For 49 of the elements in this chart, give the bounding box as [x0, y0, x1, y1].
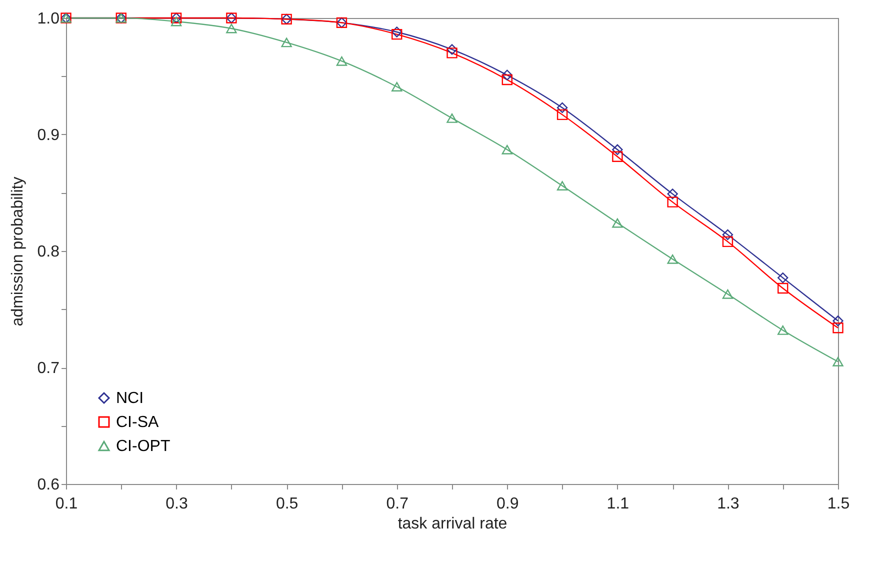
point [446, 113, 458, 123]
point [612, 151, 623, 162]
point [722, 229, 734, 240]
point [170, 16, 182, 26]
legend-label: NCI [116, 390, 144, 407]
legend-label: CI-OPT [116, 438, 170, 455]
point [722, 289, 734, 299]
legend-label: CI-SA [116, 414, 159, 431]
x-tick-label: 1.1 [606, 496, 630, 512]
point [502, 74, 512, 86]
point [446, 48, 458, 58]
point [667, 196, 678, 208]
point [612, 218, 623, 228]
point [832, 356, 844, 366]
point [612, 144, 623, 155]
point [778, 272, 788, 284]
point [392, 28, 402, 40]
point [556, 102, 568, 114]
point [392, 82, 402, 92]
y-tick-label: 0.9 [37, 127, 60, 144]
y-axis-title: admission probability [9, 176, 26, 326]
y-tick-label: 0.8 [37, 244, 60, 260]
point [226, 24, 237, 34]
point [502, 70, 512, 80]
point [336, 56, 348, 66]
x-tick-label: 0.7 [386, 496, 409, 512]
point [722, 236, 734, 248]
point [667, 188, 678, 200]
x-tick-label: 1.5 [827, 496, 850, 512]
point [778, 282, 788, 294]
y-tick-label: 0.6 [37, 476, 60, 494]
x-tick-label: 0.9 [496, 496, 519, 512]
y-tick-label: 0.7 [37, 360, 60, 377]
point [392, 26, 402, 38]
point [446, 44, 458, 55]
x-tick-label: 0.5 [276, 496, 298, 512]
point [832, 322, 844, 334]
y-tick-label: 1.0 [37, 10, 60, 28]
point [667, 254, 678, 264]
x-tick-label: 0.3 [166, 496, 188, 512]
point [281, 38, 292, 48]
x-tick-label: 1.3 [717, 496, 740, 512]
point [556, 181, 568, 190]
point [832, 316, 844, 326]
point [556, 109, 568, 120]
x-axis-title: task arrival rate [398, 516, 508, 532]
point [502, 144, 512, 154]
x-tick-label: 0.1 [55, 496, 78, 512]
point [778, 326, 788, 335]
